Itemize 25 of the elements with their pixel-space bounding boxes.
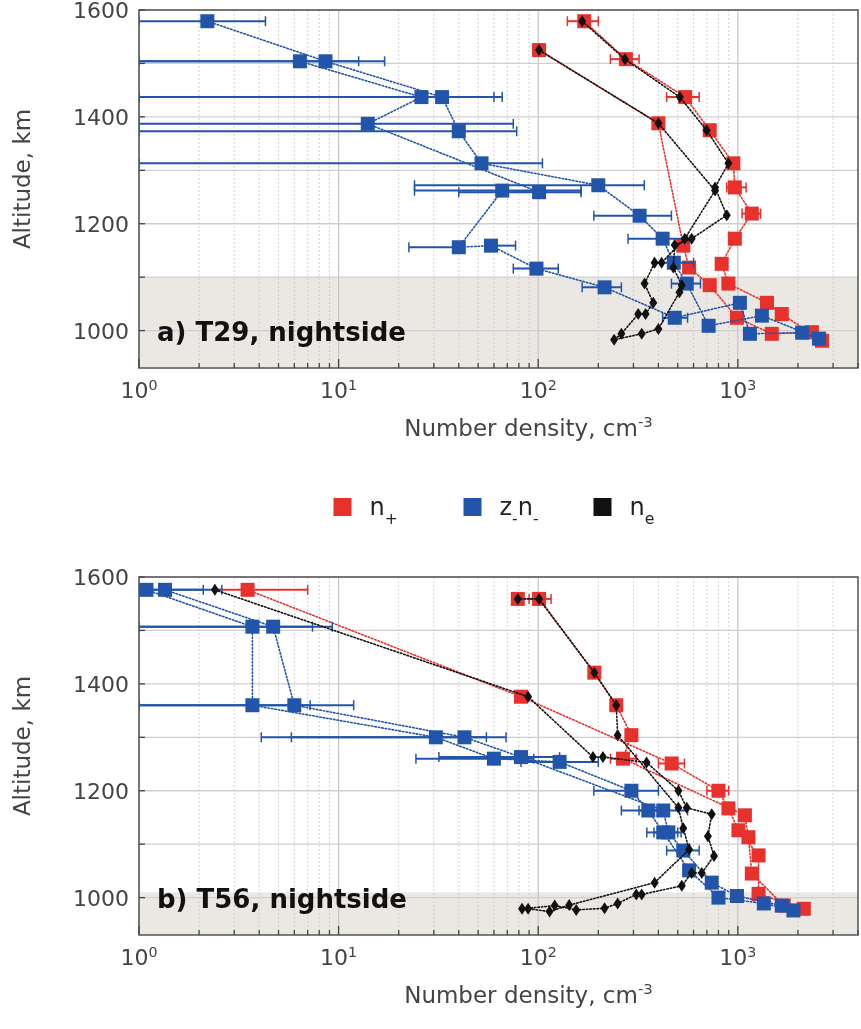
legend-label: n$_{+}$ xyxy=(369,493,398,528)
legend-label: n$_{e}$ xyxy=(629,493,655,528)
x-tick-label: 10$^{1}$ xyxy=(320,944,358,970)
x-tick-label: 10$^{3}$ xyxy=(719,377,757,403)
x-tick-label: 10$^{0}$ xyxy=(120,944,158,970)
y-axis-title: Altitude, km xyxy=(9,675,35,817)
y-tick-label: 1600 xyxy=(73,565,129,590)
x-axis-title: Number density, cm$^{-3}$ xyxy=(404,980,653,1008)
y-tick-label: 1600 xyxy=(73,0,129,23)
y-tick-label: 1400 xyxy=(73,104,129,130)
annotation: b) T56, nightside xyxy=(157,884,407,914)
y-tick-label: 1400 xyxy=(73,671,129,697)
annotation: a) T29, nightside xyxy=(157,317,406,347)
x-tick-label: 10$^{1}$ xyxy=(320,377,358,403)
y-tick-label: 1000 xyxy=(73,885,129,911)
x-axis-title: Number density, cm$^{-3}$ xyxy=(404,413,653,441)
y-tick-label: 1200 xyxy=(73,211,129,237)
y-tick-label: 1000 xyxy=(73,318,129,344)
x-tick-label: 10$^{2}$ xyxy=(519,944,557,970)
y-axis-title: Altitude, km xyxy=(9,108,35,250)
y-tick-label: 1200 xyxy=(73,778,129,804)
legend-label: z$_{-}$n$_{-}$ xyxy=(499,493,539,528)
x-tick-label: 10$^{3}$ xyxy=(719,944,757,970)
x-tick-label: 10$^{0}$ xyxy=(120,377,158,403)
x-tick-label: 10$^{2}$ xyxy=(519,377,557,403)
